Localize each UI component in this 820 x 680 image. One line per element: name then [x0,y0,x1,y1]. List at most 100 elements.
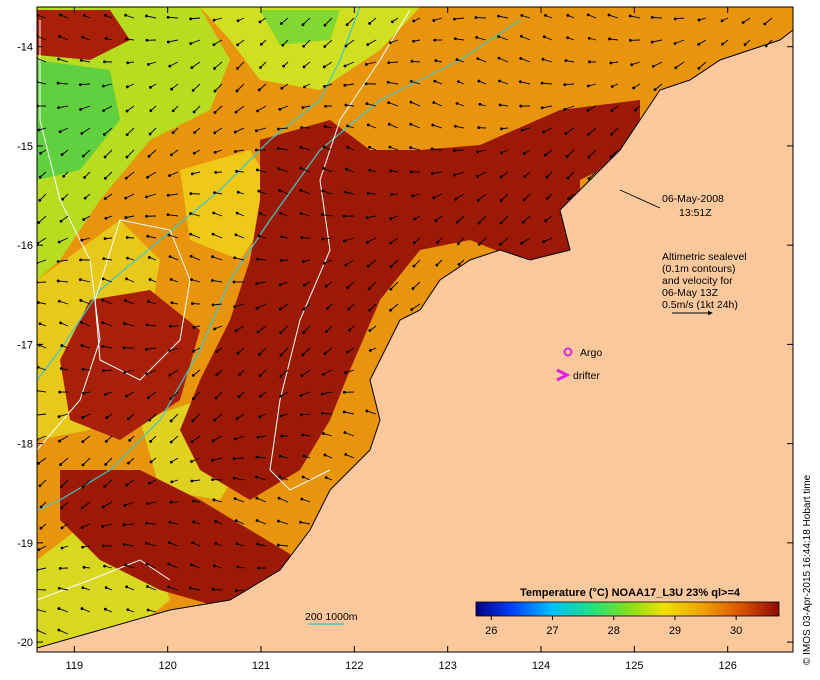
velocity-arrow [278,148,289,151]
velocity-arrow [59,587,69,591]
velocity-arrow [102,299,113,305]
velocity-arrow-head [674,66,678,70]
timestamp-time: 13:51Z [679,207,712,219]
velocity-arrow [303,39,311,47]
velocity-arrow-head [104,462,108,466]
velocity-arrow-head [212,564,216,568]
velocity-arrow-head [389,241,393,245]
velocity-arrow [542,82,553,85]
velocity-arrow [126,105,135,112]
velocity-arrow [103,278,113,283]
velocity-arrow-head [518,80,522,84]
land-bay-notch [440,290,520,400]
velocity-arrow-head [80,131,84,135]
velocity-arrow-head [763,22,767,26]
argo-label: Argo [580,347,602,359]
velocity-arrow-head [299,394,303,397]
velocity-arrow-head [146,502,149,506]
velocity-arrow [390,237,399,244]
drifter-marker [556,368,571,382]
velocity-arrow-head [301,433,305,437]
velocity-arrow [433,17,443,21]
velocity-arrow-head [368,308,372,312]
velocity-arrow-head [37,462,40,465]
velocity-arrow-head [60,344,64,347]
velocity-arrow [82,457,91,466]
velocity-arrow-head [105,416,109,419]
velocity-arrow [347,281,355,289]
velocity-arrow-head [433,38,437,42]
velocity-arrow-head [343,83,347,87]
velocity-arrow-head [323,453,327,457]
velocity-arrow [81,608,91,613]
velocity-arrow-head [323,23,327,27]
velocity-arrow-head [388,145,392,149]
velocity-arrow [278,127,289,130]
velocity-arrow [522,215,531,223]
velocity-arrow [147,501,157,505]
velocity-arrow [344,411,355,415]
velocity-arrow-head [389,169,393,173]
velocity-arrow-head [189,232,193,236]
velocity-arrow [190,17,201,20]
velocity-arrow-head [126,61,130,65]
velocity-arrow-head [522,198,526,202]
sealevel-note-4: 06-May 13Z [662,287,719,299]
velocity-arrow-head [58,35,62,38]
velocity-arrow-head [410,59,414,63]
velocity-arrow-head [170,87,174,91]
velocity-arrow [520,57,531,63]
velocity-arrow-head [323,45,327,48]
velocity-arrow-head [145,38,149,42]
velocity-arrow-head [189,17,193,21]
velocity-arrow-head [166,40,170,44]
sealevel-note-3: and velocity for [662,275,733,287]
velocity-arrow-head [743,43,747,46]
velocity-arrow [105,457,113,465]
velocity-arrow-head [259,394,262,398]
velocity-arrow-head [146,175,149,179]
velocity-arrow-head [344,371,347,375]
velocity-arrow [168,214,179,217]
velocity-arrow-head [235,417,239,420]
velocity-arrow-head [586,108,590,112]
velocity-arrow [190,255,201,261]
colorbar-tick-label: 28 [608,625,620,637]
velocity-arrow-head [81,416,85,419]
velocity-arrow-head [300,374,304,378]
velocity-arrow-head [214,170,218,174]
sealevel-note-5: 0.5m/s (1kt 24h) [662,299,738,311]
velocity-arrow-head [189,254,193,258]
velocity-arrow [411,303,421,310]
velocity-arrow-head [101,298,105,302]
velocity-arrow-head [386,80,390,84]
velocity-arrow-head [148,278,152,281]
velocity-arrow-head [299,188,303,192]
velocity-arrow-head [255,455,259,459]
velocity-arrow-head [237,373,241,377]
velocity-arrow-head [343,239,346,243]
velocity-arrow-head [498,242,502,246]
velocity-arrow [191,457,201,462]
velocity-arrow-head [477,126,481,130]
velocity-arrow [256,476,267,481]
velocity-arrow-head [541,57,545,61]
velocity-arrow-head [169,500,173,504]
velocity-arrow-head [59,485,63,489]
timestamp-date: 06-May-2008 [662,193,724,205]
velocity-arrow [37,609,47,613]
velocity-arrow-head [346,124,349,128]
velocity-arrow-head [434,59,438,63]
velocity-arrow-head [56,279,60,283]
velocity-arrow-head [145,14,148,18]
velocity-arrow [146,542,157,547]
velocity-arrow-head [256,330,260,334]
velocity-arrow [125,564,135,569]
velocity-arrow-head [101,505,105,509]
velocity-arrow [37,390,47,393]
velocity-arrow-head [146,234,150,238]
velocity-arrow-head [300,126,303,129]
x-tick-label: 126 [718,660,736,672]
velocity-arrow [324,61,333,68]
velocity-arrow-head [169,277,173,281]
